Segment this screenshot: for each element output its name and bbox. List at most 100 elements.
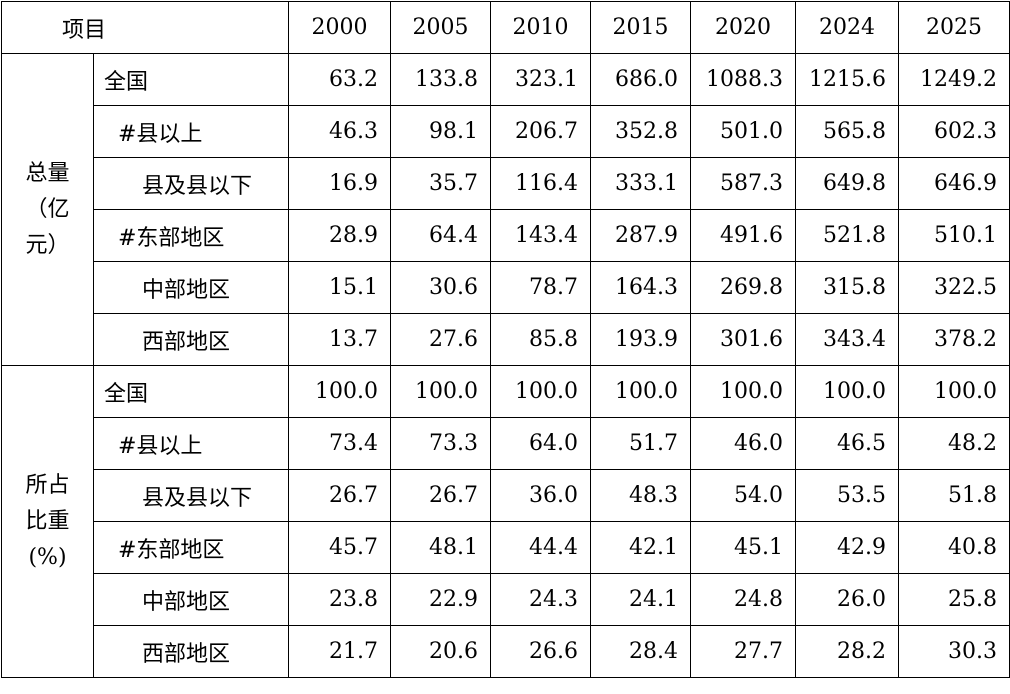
value-cell: 206.7 [490, 105, 592, 158]
value-cell: 46.3 [288, 105, 392, 158]
table-row: 中部地区 15.1 30.6 78.7 164.3 269.8 315.8 322.5 [2, 261, 1010, 314]
value-cell: 64.0 [490, 417, 592, 470]
value-cell: 100.0 [795, 365, 900, 418]
statistics-table: 项目 2000 2005 2010 2015 2020 2024 2025 总量… [0, 1, 1010, 678]
row-label: #县以上 [92, 105, 290, 158]
value-cell: 51.7 [590, 417, 692, 470]
value-cell: 24.3 [490, 573, 592, 626]
value-cell: 333.1 [590, 157, 692, 210]
value-cell: 587.3 [690, 157, 797, 210]
header-row: 项目 2000 2005 2010 2015 2020 2024 2025 [0, 1, 1010, 54]
value-cell: 100.0 [288, 365, 392, 418]
row-label: 西部地区 [92, 625, 290, 678]
value-cell: 46.0 [690, 417, 797, 470]
value-cell: 100.0 [390, 365, 492, 418]
value-cell: 45.1 [690, 521, 797, 574]
value-cell: 21.7 [288, 625, 392, 678]
value-cell: 73.3 [390, 417, 492, 470]
value-cell: 53.5 [795, 469, 900, 522]
value-cell: 73.4 [288, 417, 392, 470]
value-cell: 510.1 [898, 209, 1010, 262]
group-label-line: 比重 [25, 508, 70, 534]
value-cell: 646.9 [898, 157, 1010, 210]
value-cell: 27.7 [690, 625, 797, 678]
value-cell: 51.8 [898, 469, 1010, 522]
value-cell: 1088.3 [690, 53, 797, 106]
group-label-line: 元） [25, 232, 70, 258]
header-year: 2024 [795, 1, 900, 54]
header-year: 2005 [390, 1, 492, 54]
value-cell: 322.5 [898, 261, 1010, 314]
value-cell: 301.6 [690, 313, 797, 366]
value-cell: 602.3 [898, 105, 1010, 158]
value-cell: 378.2 [898, 313, 1010, 366]
value-cell: 100.0 [590, 365, 692, 418]
value-cell: 64.4 [390, 209, 492, 262]
value-cell: 116.4 [490, 157, 592, 210]
value-cell: 42.1 [590, 521, 692, 574]
value-cell: 36.0 [490, 469, 592, 522]
value-cell: 45.7 [288, 521, 392, 574]
table-row: 所占 比重 (%) 全国 100.0 100.0 100.0 100.0 100.0 100.0 1… [1, 365, 1010, 678]
value-cell: 20.6 [390, 625, 492, 678]
value-cell: 521.8 [795, 209, 900, 262]
value-cell: 30.3 [898, 625, 1010, 678]
value-cell: 63.2 [288, 53, 392, 106]
value-cell: 491.6 [690, 209, 797, 262]
table-row: 中部地区 23.8 22.9 24.3 24.1 24.8 26.0 25.8 [2, 573, 1010, 626]
header-year: 2000 [288, 1, 392, 54]
header-year: 2020 [690, 1, 797, 54]
header-item-label: 项目 [0, 1, 290, 54]
row-label: 全国 [92, 365, 290, 418]
table-row: 西部地区 13.7 27.6 85.8 193.9 301.6 343.4 378.2 [2, 313, 1010, 366]
value-cell: 35.7 [390, 157, 492, 210]
value-cell: 27.6 [390, 313, 492, 366]
value-cell: 85.8 [490, 313, 592, 366]
value-cell: 315.8 [795, 261, 900, 314]
value-cell: 649.8 [795, 157, 900, 210]
value-cell: 42.9 [795, 521, 900, 574]
row-label: 中部地区 [92, 261, 290, 314]
header-year: 2010 [490, 1, 592, 54]
value-cell: 98.1 [390, 105, 492, 158]
value-cell: 26.6 [490, 625, 592, 678]
value-cell: 133.8 [390, 53, 492, 106]
value-cell: 15.1 [288, 261, 392, 314]
value-cell: 352.8 [590, 105, 692, 158]
value-cell: 48.3 [590, 469, 692, 522]
value-cell: 22.9 [390, 573, 492, 626]
group-label: 总量 （亿 元） [1, 53, 94, 366]
group-label-line: 所占 [25, 472, 70, 498]
value-cell: 44.4 [490, 521, 592, 574]
row-label: 全国 [92, 53, 290, 106]
value-cell: 193.9 [590, 313, 692, 366]
row-label: #东部地区 [92, 209, 290, 262]
row-label: 县及县以下 [92, 157, 290, 210]
value-cell: 269.8 [690, 261, 797, 314]
table-row: #东部地区 45.7 48.1 44.4 42.1 45.1 42.9 40.8 [2, 521, 1010, 574]
header-year: 2025 [898, 1, 1010, 54]
table-row: 县及县以下 16.9 35.7 116.4 333.1 587.3 649.8 646.9 [2, 157, 1010, 210]
row-label: 县及县以下 [92, 469, 290, 522]
row-label: #东部地区 [92, 521, 290, 574]
value-cell: 30.6 [390, 261, 492, 314]
value-cell: 28.4 [590, 625, 692, 678]
table-row: #县以上 46.3 98.1 206.7 352.8 501.0 565.8 602.3 [2, 105, 1010, 158]
value-cell: 343.4 [795, 313, 900, 366]
value-cell: 164.3 [590, 261, 692, 314]
value-cell: 100.0 [490, 365, 592, 418]
table-body: 总量 （亿 元） 全国 63.2 133.8 323.1 686.0 1088.3 1215.6 1… [1, 53, 1010, 678]
value-cell: 40.8 [898, 521, 1010, 574]
value-cell: 26.7 [390, 469, 492, 522]
value-cell: 565.8 [795, 105, 900, 158]
value-cell: 26.0 [795, 573, 900, 626]
value-cell: 100.0 [690, 365, 797, 418]
group-label-line: （亿 [25, 196, 70, 222]
value-cell: 78.7 [490, 261, 592, 314]
table-row: 县及县以下 26.7 26.7 36.0 48.3 54.0 53.5 51.8 [2, 469, 1010, 522]
row-label: 西部地区 [92, 313, 290, 366]
group-label: 所占 比重 (%) [1, 365, 94, 678]
value-cell: 100.0 [898, 365, 1010, 418]
value-cell: 24.8 [690, 573, 797, 626]
value-cell: 28.9 [288, 209, 392, 262]
